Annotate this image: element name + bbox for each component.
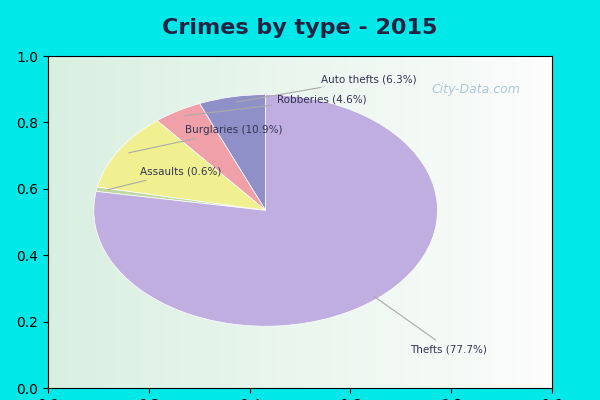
Text: Crimes by type - 2015: Crimes by type - 2015 [163,18,437,38]
Text: Burglaries (10.9%): Burglaries (10.9%) [129,125,283,153]
Wedge shape [199,95,266,210]
Text: Assaults (0.6%): Assaults (0.6%) [108,167,221,190]
Wedge shape [94,95,437,326]
Text: Robberies (4.6%): Robberies (4.6%) [185,94,367,116]
Wedge shape [157,104,266,210]
Text: Auto thefts (6.3%): Auto thefts (6.3%) [236,74,416,102]
Wedge shape [97,121,266,210]
Text: City-Data.com: City-Data.com [432,83,521,96]
Text: Thefts (77.7%): Thefts (77.7%) [373,296,487,354]
Wedge shape [96,187,266,210]
